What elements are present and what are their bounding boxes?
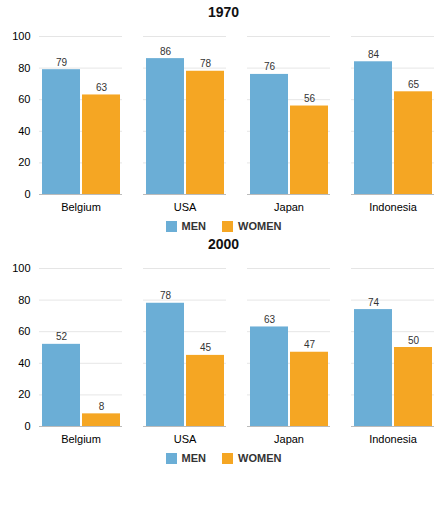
svg-text:USA: USA	[174, 201, 197, 213]
svg-text:74: 74	[368, 297, 380, 308]
svg-text:100: 100	[12, 30, 30, 42]
svg-text:56: 56	[304, 93, 316, 104]
svg-text:65: 65	[408, 79, 420, 90]
svg-text:Japan: Japan	[274, 201, 304, 213]
svg-text:20: 20	[18, 156, 30, 168]
svg-text:52: 52	[56, 331, 68, 342]
svg-text:47: 47	[304, 339, 316, 350]
svg-text:50: 50	[408, 335, 420, 346]
html-text:MEN: MEN	[181, 220, 206, 232]
svg-text:40: 40	[18, 357, 30, 369]
svg-text:79: 79	[56, 57, 68, 68]
svg-text:40: 40	[18, 125, 30, 137]
svg-text:60: 60	[18, 93, 30, 105]
svg-text:8: 8	[99, 401, 105, 412]
svg-text:60: 60	[18, 325, 30, 337]
html-text:1970: 1970	[207, 4, 240, 20]
svg-text:100: 100	[12, 262, 30, 274]
svg-text:63: 63	[96, 82, 108, 93]
svg-text:86: 86	[160, 46, 172, 57]
svg-text:Indonesia: Indonesia	[369, 201, 418, 213]
svg-text:45: 45	[200, 342, 212, 353]
svg-text:Japan: Japan	[274, 433, 304, 445]
svg-text:Belgium: Belgium	[61, 433, 101, 445]
html-text:2000: 2000	[207, 236, 240, 252]
svg-text:USA: USA	[174, 433, 197, 445]
html-text:WOMEN: WOMEN	[238, 220, 282, 232]
svg-text:80: 80	[18, 294, 30, 306]
html-text:MEN: MEN	[181, 452, 206, 464]
svg-text:0: 0	[24, 188, 30, 200]
svg-text:Indonesia: Indonesia	[369, 433, 418, 445]
svg-text:63: 63	[264, 314, 276, 325]
svg-text:Belgium: Belgium	[61, 201, 101, 213]
svg-text:80: 80	[18, 62, 30, 74]
svg-text:76: 76	[264, 61, 276, 72]
svg-text:84: 84	[368, 49, 380, 60]
svg-text:20: 20	[18, 388, 30, 400]
svg-text:78: 78	[160, 290, 172, 301]
svg-text:78: 78	[200, 58, 212, 69]
html-text:WOMEN: WOMEN	[238, 452, 282, 464]
svg-text:0: 0	[24, 420, 30, 432]
